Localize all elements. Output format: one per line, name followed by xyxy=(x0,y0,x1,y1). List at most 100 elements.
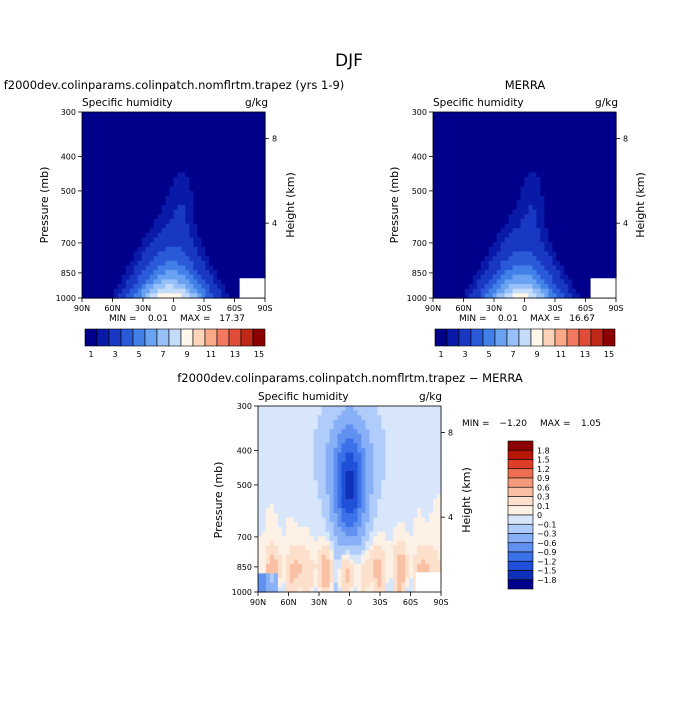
field-cell xyxy=(548,214,553,219)
field-cell xyxy=(286,476,291,481)
field-cell xyxy=(485,270,490,275)
field-cell xyxy=(461,200,466,205)
field-cell xyxy=(540,256,545,261)
field-cell xyxy=(330,480,335,485)
field-cell xyxy=(302,513,307,518)
field-cell xyxy=(509,289,514,294)
field-cell xyxy=(493,233,498,238)
field-cell xyxy=(600,265,605,270)
field-cell xyxy=(469,196,474,201)
field-cell xyxy=(286,420,291,425)
field-cell xyxy=(584,238,589,243)
field-cell xyxy=(154,177,159,182)
field-cell xyxy=(166,214,171,219)
field-cell xyxy=(477,177,482,182)
field-cell xyxy=(102,145,107,150)
field-cell xyxy=(477,261,482,266)
field-cell xyxy=(445,242,450,247)
field-cell xyxy=(449,182,454,187)
field-cell xyxy=(421,411,426,416)
field-cell xyxy=(608,219,613,224)
field-cell xyxy=(253,140,258,145)
field-cell xyxy=(237,126,242,131)
field-cell xyxy=(556,159,561,164)
field-cell xyxy=(266,453,271,458)
field-cell xyxy=(548,205,553,210)
field-cell xyxy=(102,196,107,201)
field-cell xyxy=(262,425,267,430)
field-cell xyxy=(501,200,506,205)
field-cell xyxy=(409,476,414,481)
field-cell xyxy=(350,499,355,504)
field-cell xyxy=(110,177,115,182)
field-cell xyxy=(544,289,549,294)
field-cell xyxy=(592,228,597,233)
field-cell xyxy=(209,117,214,122)
field-cell xyxy=(580,191,585,196)
field-cell xyxy=(421,466,426,471)
field-cell xyxy=(249,177,254,182)
field-cell xyxy=(213,145,218,150)
field-cell xyxy=(393,485,398,490)
field-cell xyxy=(457,284,462,289)
field-cell xyxy=(465,228,470,233)
field-cell xyxy=(548,256,553,261)
field-cell xyxy=(385,420,390,425)
field-cell xyxy=(600,140,605,145)
field-cell xyxy=(142,224,147,229)
field-cell xyxy=(86,270,91,275)
field-cell xyxy=(94,261,99,266)
field-cell xyxy=(294,513,299,518)
field-cell xyxy=(177,214,182,219)
field-cell xyxy=(536,289,541,294)
field-cell xyxy=(556,117,561,122)
field-cell xyxy=(237,270,242,275)
field-cell xyxy=(274,513,279,518)
field-cell xyxy=(185,205,190,210)
field-cell xyxy=(377,439,382,444)
field-cell xyxy=(413,462,418,467)
field-cell xyxy=(181,172,186,177)
field-cell xyxy=(389,490,394,495)
field-cell xyxy=(118,256,123,261)
field-cell xyxy=(150,159,155,164)
field-cell xyxy=(314,453,319,458)
field-cell xyxy=(193,177,198,182)
field-cell xyxy=(525,117,530,122)
field-cell xyxy=(584,126,589,131)
field-cell xyxy=(142,214,147,219)
field-cell xyxy=(245,228,250,233)
field-cell xyxy=(225,112,230,117)
field-cell xyxy=(528,145,533,150)
field-cell xyxy=(409,504,414,509)
field-cell xyxy=(262,504,267,509)
field-cell xyxy=(294,425,299,430)
field-cell xyxy=(146,154,151,159)
field-cell xyxy=(82,247,87,252)
field-cell xyxy=(174,177,179,182)
field-cell xyxy=(134,233,139,238)
field-cell xyxy=(245,210,250,215)
field-cell xyxy=(282,457,287,462)
field-cell xyxy=(429,490,434,495)
field-cell xyxy=(405,494,410,499)
field-cell xyxy=(106,117,111,122)
field-cell xyxy=(497,126,502,131)
field-cell xyxy=(596,135,601,140)
field-cell xyxy=(389,504,394,509)
field-cell xyxy=(130,256,135,261)
field-cell xyxy=(457,289,462,294)
field-cell xyxy=(209,214,214,219)
field-cell xyxy=(282,439,287,444)
field-cell xyxy=(532,210,537,215)
colorbar-label: 11 xyxy=(206,350,216,359)
field-cell xyxy=(122,182,127,187)
field-cell xyxy=(174,149,179,154)
field-cell xyxy=(201,131,206,136)
field-cell xyxy=(185,247,190,252)
field-cell xyxy=(342,471,347,476)
field-cell xyxy=(258,494,263,499)
field-cell xyxy=(106,135,111,140)
field-cell xyxy=(102,126,107,131)
field-cell xyxy=(497,159,502,164)
